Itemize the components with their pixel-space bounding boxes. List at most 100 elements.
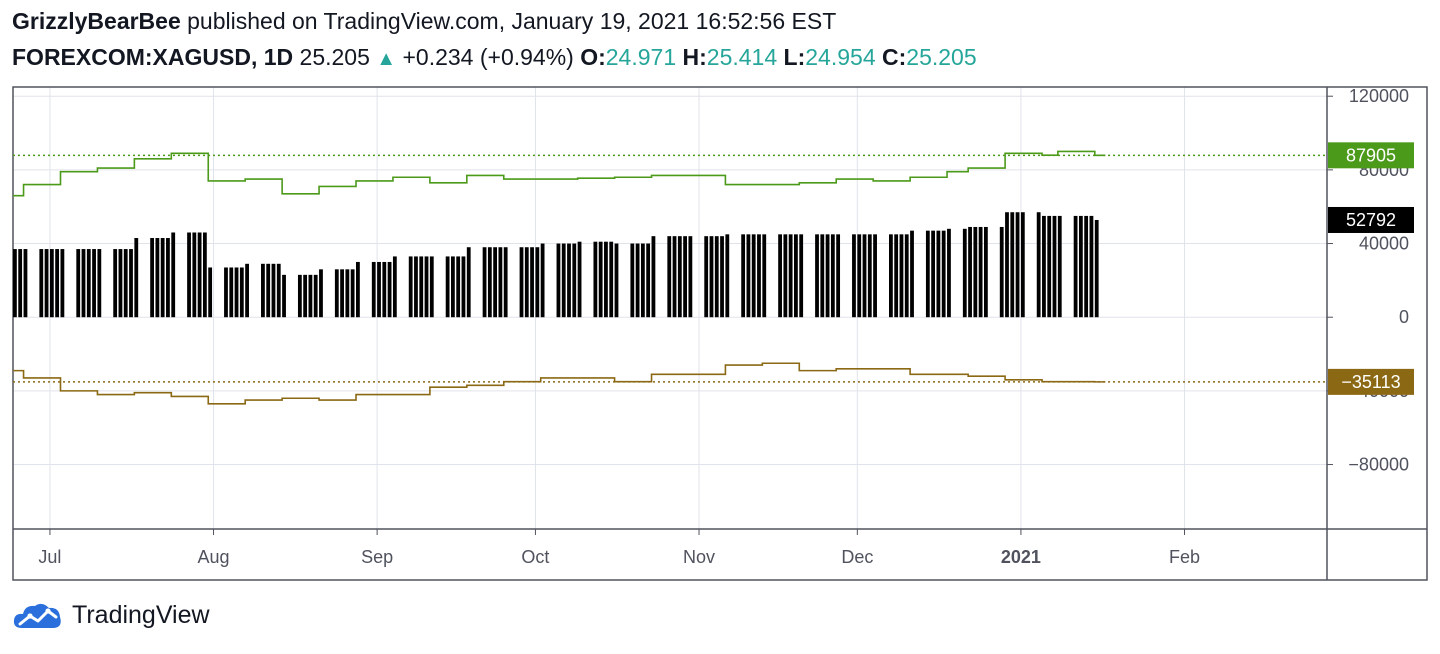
short-position-line bbox=[13, 362, 1106, 405]
y-tick-label: −80000 bbox=[1348, 455, 1409, 475]
net-position-bar bbox=[1052, 215, 1057, 318]
net-position-bar bbox=[741, 234, 746, 318]
net-position-bar bbox=[356, 261, 360, 318]
net-position-bar bbox=[197, 232, 202, 318]
net-position-bar bbox=[646, 243, 651, 318]
y-tick-label: 40000 bbox=[1359, 234, 1409, 254]
net-position-bar bbox=[635, 243, 640, 318]
net-position-bar bbox=[614, 243, 619, 318]
net-position-bar bbox=[556, 243, 561, 318]
x-tick-label: Dec bbox=[841, 547, 873, 567]
net-position-bar bbox=[630, 243, 635, 318]
net-position-bar bbox=[830, 234, 835, 318]
net-position-bar bbox=[334, 269, 339, 318]
net-position-bar bbox=[456, 256, 461, 318]
author-name[interactable]: GrizzlyBearBee bbox=[12, 8, 181, 34]
net-position-bar bbox=[303, 274, 308, 318]
net-position-bar bbox=[1084, 215, 1089, 318]
footer-logo[interactable]: TradingView bbox=[12, 600, 210, 630]
net-position-bar bbox=[81, 249, 86, 318]
net-position-bar bbox=[714, 236, 719, 318]
net-position-bar bbox=[382, 261, 387, 318]
net-position-bar bbox=[936, 230, 941, 318]
net-position-bar bbox=[667, 236, 672, 318]
net-last-value-badge bbox=[1328, 206, 1414, 233]
net-position-bar bbox=[524, 247, 529, 318]
open-label: O: bbox=[580, 44, 606, 70]
net-position-bar bbox=[530, 247, 534, 318]
net-position-bar bbox=[123, 249, 128, 318]
published-text: published on TradingView.com, January 19… bbox=[187, 8, 837, 34]
x-tick-label: Aug bbox=[198, 547, 230, 567]
net-position-bar bbox=[229, 267, 234, 318]
net-position-bar bbox=[150, 238, 155, 318]
net-position-bar bbox=[350, 269, 355, 318]
net-position-bar bbox=[899, 234, 904, 318]
high-label: H: bbox=[682, 44, 707, 70]
open-value: 24.971 bbox=[605, 44, 677, 70]
net-position-bar bbox=[113, 249, 118, 318]
net-position-bar bbox=[889, 234, 893, 318]
chart-canvas[interactable]: Jul Aug Sep Oct Nov Dec 2021 Feb120000800004000… bbox=[0, 0, 1440, 600]
net-position-bar bbox=[598, 241, 603, 318]
net-position-bar bbox=[49, 249, 54, 318]
net-position-bar bbox=[166, 238, 170, 318]
net-position-bar bbox=[493, 247, 498, 318]
net-position-bar bbox=[609, 241, 614, 318]
net-position-bar bbox=[261, 263, 265, 318]
net-position-bar bbox=[978, 226, 983, 318]
net-position-bar bbox=[192, 232, 197, 318]
net-position-bar bbox=[340, 269, 344, 318]
net-position-bar bbox=[762, 234, 767, 318]
net-position-bar bbox=[44, 249, 49, 318]
price-change: +0.234 (+0.94%) bbox=[402, 44, 574, 70]
net-position-bar bbox=[408, 256, 413, 318]
net-position-bar bbox=[577, 241, 582, 318]
net-position-bar bbox=[725, 234, 730, 318]
x-tick-label: Feb bbox=[1169, 547, 1200, 567]
net-position-bar bbox=[962, 228, 967, 318]
net-position-bar bbox=[904, 234, 909, 318]
net-position-bar bbox=[445, 256, 450, 318]
net-position-bar bbox=[751, 234, 756, 318]
net-position-bar bbox=[783, 234, 788, 318]
net-position-bar bbox=[461, 256, 466, 318]
net-position-bar bbox=[1020, 212, 1025, 318]
net-position-bar bbox=[788, 234, 793, 318]
net-position-bar bbox=[419, 256, 424, 318]
net-position-bar bbox=[282, 274, 286, 318]
net-position-bar bbox=[683, 236, 687, 318]
tradingview-brand: TradingView bbox=[72, 600, 210, 629]
net-position-bar bbox=[482, 247, 487, 318]
net-position-bar bbox=[983, 226, 988, 318]
net-position-bar bbox=[319, 269, 323, 318]
up-arrow-icon: ▲ bbox=[376, 48, 397, 70]
net-position-bar bbox=[118, 249, 123, 318]
net-position-bar bbox=[160, 238, 165, 318]
net-position-bar bbox=[561, 243, 566, 318]
net-position-bar bbox=[941, 230, 946, 318]
net-position-bar bbox=[424, 256, 429, 318]
symbol-name[interactable]: FOREXCOM:XAGUSD, 1D bbox=[12, 44, 294, 70]
net-position-bar bbox=[308, 274, 313, 318]
net-position-bar bbox=[1005, 212, 1009, 318]
net-last-value-label: 52792 bbox=[1346, 210, 1396, 230]
net-position-bar bbox=[519, 247, 524, 318]
net-position-bar bbox=[873, 234, 877, 318]
net-position-bar bbox=[672, 236, 677, 318]
net-position-bar bbox=[466, 247, 471, 318]
x-tick-label: Nov bbox=[683, 547, 715, 567]
net-position-bar bbox=[968, 226, 972, 318]
net-position-bar bbox=[245, 263, 249, 318]
net-position-bar bbox=[651, 236, 656, 318]
net-position-bar bbox=[604, 241, 608, 318]
net-position-bar bbox=[86, 249, 91, 318]
net-position-bar bbox=[572, 243, 577, 318]
long-last-value-badge bbox=[1328, 142, 1414, 169]
net-position-bar bbox=[973, 226, 978, 318]
tradingview-cloud-icon bbox=[13, 603, 61, 628]
net-position-bar bbox=[39, 249, 44, 318]
short-last-value-label: −35113 bbox=[1341, 372, 1400, 392]
net-position-bar bbox=[239, 267, 244, 318]
net-position-bar bbox=[1089, 215, 1094, 318]
